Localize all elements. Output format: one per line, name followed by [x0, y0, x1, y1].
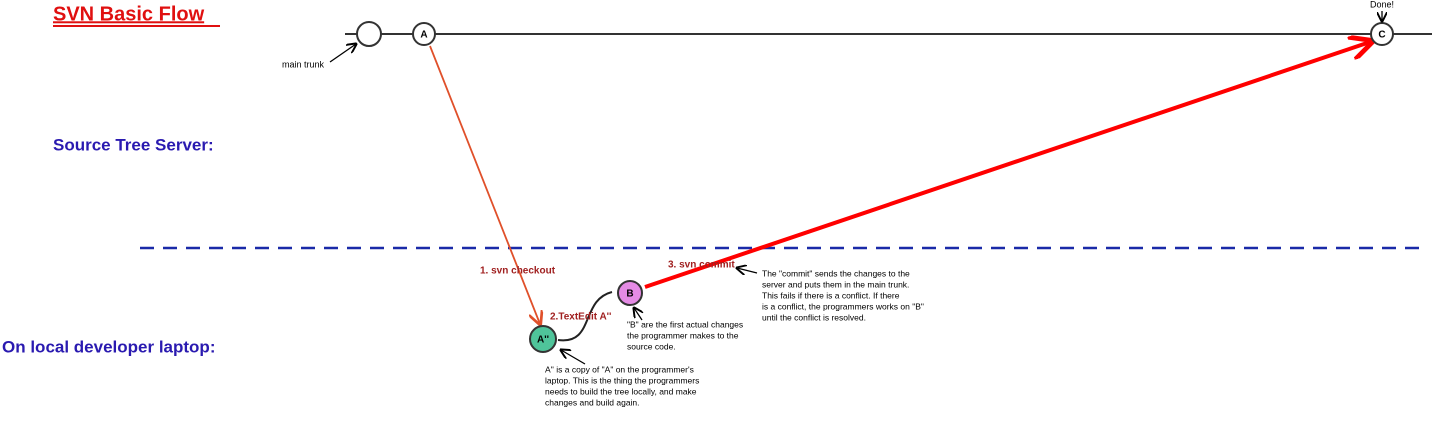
node-label: A [420, 30, 427, 41]
note-line: "B" are the first actual changes [627, 319, 743, 329]
node [412, 22, 436, 46]
node-label: B [626, 289, 633, 300]
start-node [356, 21, 382, 47]
step-label: 1. svn checkout [480, 266, 556, 277]
note-line: server and puts them in the main trunk. [762, 279, 909, 289]
note-line: is a conflict, the programmers works on … [762, 301, 924, 311]
note-line: until the conflict is resolved. [762, 312, 866, 322]
node [1370, 22, 1394, 46]
server-zone-label: Source Tree Server: [53, 135, 214, 154]
note-line: laptop. This is the thing the programmer… [545, 375, 699, 385]
done-label: Done! [1370, 0, 1394, 9]
commit-arrow [644, 42, 1370, 289]
note-line: source code. [627, 341, 676, 351]
pointer [561, 350, 586, 365]
node-label: A'' [537, 335, 549, 346]
title: SVN Basic Flow [53, 3, 205, 25]
note-line: The "commit" sends the changes to the [762, 268, 910, 278]
trunk-label: main trunk [282, 59, 325, 69]
edit-curve [557, 291, 613, 342]
note-line: the programmer makes to the [627, 330, 739, 340]
pointer [634, 308, 642, 321]
step-label: 2.TextEdit A'' [550, 312, 611, 323]
node [617, 280, 643, 306]
pointer [329, 44, 356, 63]
notes: The "commit" sends the changes to theser… [545, 268, 924, 407]
pointer [737, 268, 758, 273]
note-line: needs to build the tree locally, and mak… [545, 386, 697, 396]
note-line: This fails if there is a conflict. If th… [762, 290, 900, 300]
node-label: C [1378, 30, 1385, 41]
note-line: changes and build again. [545, 397, 640, 407]
local-zone-label: On local developer laptop: [2, 337, 215, 356]
note-line: A'' is a copy of "A" on the programmer's [545, 364, 694, 374]
step-label: 3. svn commit [668, 260, 735, 271]
node [529, 325, 557, 353]
checkout-arrow [429, 45, 540, 324]
